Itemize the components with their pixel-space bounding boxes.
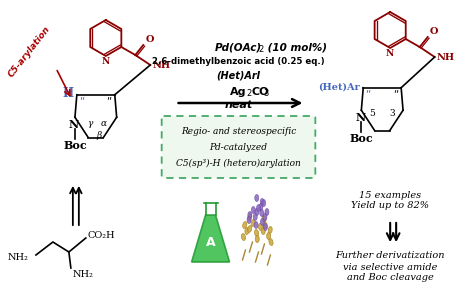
Ellipse shape (261, 228, 265, 235)
Ellipse shape (243, 221, 247, 228)
Text: neat: neat (224, 100, 253, 110)
Text: C5(sp³)-H (hetero)arylation: C5(sp³)-H (hetero)arylation (176, 158, 301, 168)
Ellipse shape (258, 223, 263, 230)
Ellipse shape (255, 194, 259, 201)
Text: Ag: Ag (230, 87, 247, 97)
Text: NH₂: NH₂ (73, 270, 94, 279)
Text: 2,6-dimethylbenzoic acid (0.25 eq.): 2,6-dimethylbenzoic acid (0.25 eq.) (152, 58, 325, 67)
Ellipse shape (255, 230, 259, 237)
Ellipse shape (264, 223, 267, 230)
Text: ,,: ,, (393, 84, 399, 94)
Text: N: N (69, 119, 79, 130)
Ellipse shape (247, 217, 251, 223)
Text: N: N (386, 49, 394, 58)
Text: O: O (146, 35, 154, 44)
Text: 2: 2 (258, 45, 264, 54)
Ellipse shape (260, 198, 264, 205)
Ellipse shape (259, 203, 263, 210)
Text: 2: 2 (246, 90, 252, 98)
Polygon shape (191, 215, 229, 262)
Ellipse shape (260, 210, 264, 217)
FancyBboxPatch shape (162, 116, 315, 178)
Ellipse shape (256, 205, 261, 212)
Text: NH₂: NH₂ (8, 253, 29, 262)
Text: (Het)ArI: (Het)ArI (216, 70, 261, 80)
Text: ,,: ,, (365, 84, 372, 94)
Ellipse shape (268, 226, 272, 233)
Text: 5: 5 (369, 109, 375, 118)
Ellipse shape (260, 219, 264, 226)
Text: Regio- and stereospecific: Regio- and stereospecific (181, 127, 296, 136)
Text: CO: CO (252, 87, 269, 97)
Ellipse shape (251, 207, 255, 214)
Text: ,,: ,, (107, 91, 113, 101)
Text: CO₂H: CO₂H (88, 232, 116, 240)
Text: C5-arylation: C5-arylation (6, 25, 52, 79)
Text: Pd(OAc): Pd(OAc) (215, 43, 262, 53)
Text: 15 examples: 15 examples (359, 191, 421, 200)
Ellipse shape (247, 226, 252, 233)
Text: Yield up to 82%: Yield up to 82% (351, 201, 429, 210)
Text: NH: NH (152, 61, 170, 70)
Ellipse shape (241, 234, 246, 240)
Text: A: A (206, 235, 215, 249)
Text: ,,: ,, (79, 91, 85, 101)
Ellipse shape (262, 200, 266, 207)
Text: N: N (101, 57, 110, 66)
Text: (Het)Ar: (Het)Ar (319, 82, 360, 91)
Ellipse shape (269, 239, 273, 245)
Ellipse shape (267, 233, 271, 239)
Ellipse shape (265, 208, 269, 216)
Ellipse shape (251, 219, 255, 226)
Text: Boc: Boc (63, 140, 87, 151)
Text: β: β (96, 130, 101, 139)
Ellipse shape (245, 228, 249, 235)
Text: H: H (63, 87, 74, 100)
Text: (10 mol%): (10 mol%) (264, 43, 328, 53)
Ellipse shape (253, 214, 257, 221)
Text: Further derivatization: Further derivatization (336, 251, 445, 260)
Ellipse shape (262, 216, 266, 223)
Ellipse shape (255, 235, 259, 242)
Text: O: O (430, 27, 438, 36)
Text: γ: γ (87, 118, 92, 127)
Text: N: N (356, 112, 365, 123)
Text: NH: NH (437, 54, 455, 63)
Ellipse shape (263, 221, 267, 228)
Text: α: α (101, 118, 107, 127)
Ellipse shape (248, 214, 252, 221)
Text: and Boc cleavage: and Boc cleavage (347, 274, 434, 283)
Text: Boc: Boc (349, 133, 373, 144)
Text: Pd-catalyzed: Pd-catalyzed (210, 143, 267, 152)
Text: 3: 3 (264, 90, 269, 98)
Ellipse shape (263, 214, 267, 221)
Ellipse shape (248, 212, 252, 219)
Ellipse shape (255, 208, 259, 216)
Text: via selective amide: via selective amide (343, 262, 438, 272)
Text: 3: 3 (389, 109, 395, 118)
Ellipse shape (254, 221, 258, 228)
